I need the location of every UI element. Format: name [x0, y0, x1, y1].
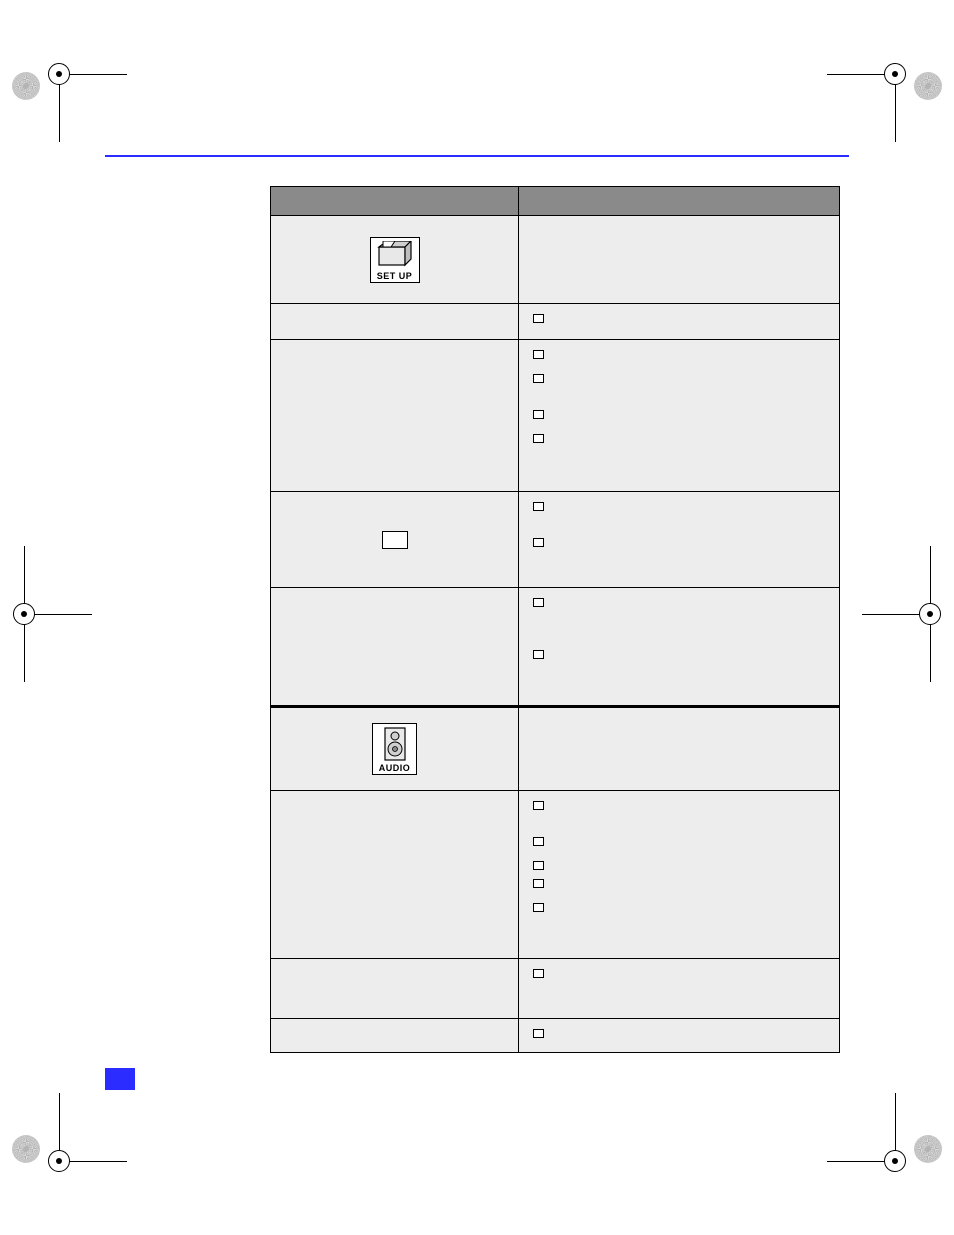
setup-row-4-options — [519, 588, 839, 682]
audio-row-3-options — [519, 1019, 839, 1061]
option-item — [533, 500, 829, 514]
option-item — [533, 536, 829, 550]
setup-row-3-options — [519, 492, 839, 570]
audio-row-3 — [271, 1018, 839, 1052]
audio-icon: AUDIO — [372, 723, 418, 775]
page-number-box — [105, 1068, 135, 1090]
option-item — [533, 859, 829, 873]
option-item — [533, 835, 829, 849]
audio-row-1 — [271, 790, 839, 958]
table-header-right — [519, 187, 839, 215]
setup-row-3 — [271, 491, 839, 587]
crossmark-top-right — [871, 50, 919, 98]
setup-row-2-label — [271, 339, 519, 491]
setup-row-4 — [271, 587, 839, 705]
table-header-row — [271, 187, 839, 215]
setup-row-2-options — [519, 340, 839, 466]
option-item — [533, 372, 829, 386]
option-item — [533, 967, 829, 981]
option-item — [533, 432, 829, 446]
audio-row-2 — [271, 958, 839, 1018]
settings-table: SET UP — [270, 186, 840, 1053]
audio-row-1-options — [519, 791, 839, 935]
audio-row-1-label — [271, 790, 519, 958]
option-item — [533, 799, 829, 813]
audio-row-3-label — [271, 1018, 519, 1052]
setup-icon: SET UP — [370, 237, 420, 283]
setup-row-2 — [271, 339, 839, 491]
setup-row-1 — [271, 303, 839, 339]
section-setup-header: SET UP — [271, 215, 839, 303]
audio-row-2-options — [519, 959, 839, 1001]
section-audio-header: AUDIO — [271, 708, 839, 790]
setup-row-4-label — [271, 587, 519, 705]
audio-icon-label: AUDIO — [379, 763, 411, 773]
table-header-left — [271, 187, 519, 215]
setup-row-1-label — [271, 303, 519, 339]
crossmark-bottom-right — [871, 1137, 919, 1185]
option-item — [533, 312, 829, 326]
option-item — [533, 648, 829, 662]
option-item — [533, 901, 829, 915]
option-item — [533, 1027, 829, 1041]
option-item — [533, 348, 829, 362]
crossmark-mid-right — [906, 590, 954, 638]
crossmark-bottom-left — [35, 1137, 83, 1185]
audio-row-2-label — [271, 958, 519, 1018]
crossmark-mid-left — [0, 590, 48, 638]
crossmark-top-left — [35, 50, 83, 98]
setup-icon-label: SET UP — [377, 271, 413, 281]
small-box-icon — [382, 531, 408, 549]
option-item — [533, 408, 829, 422]
option-item — [533, 596, 829, 610]
option-item — [533, 877, 829, 891]
header-rule — [105, 155, 849, 157]
